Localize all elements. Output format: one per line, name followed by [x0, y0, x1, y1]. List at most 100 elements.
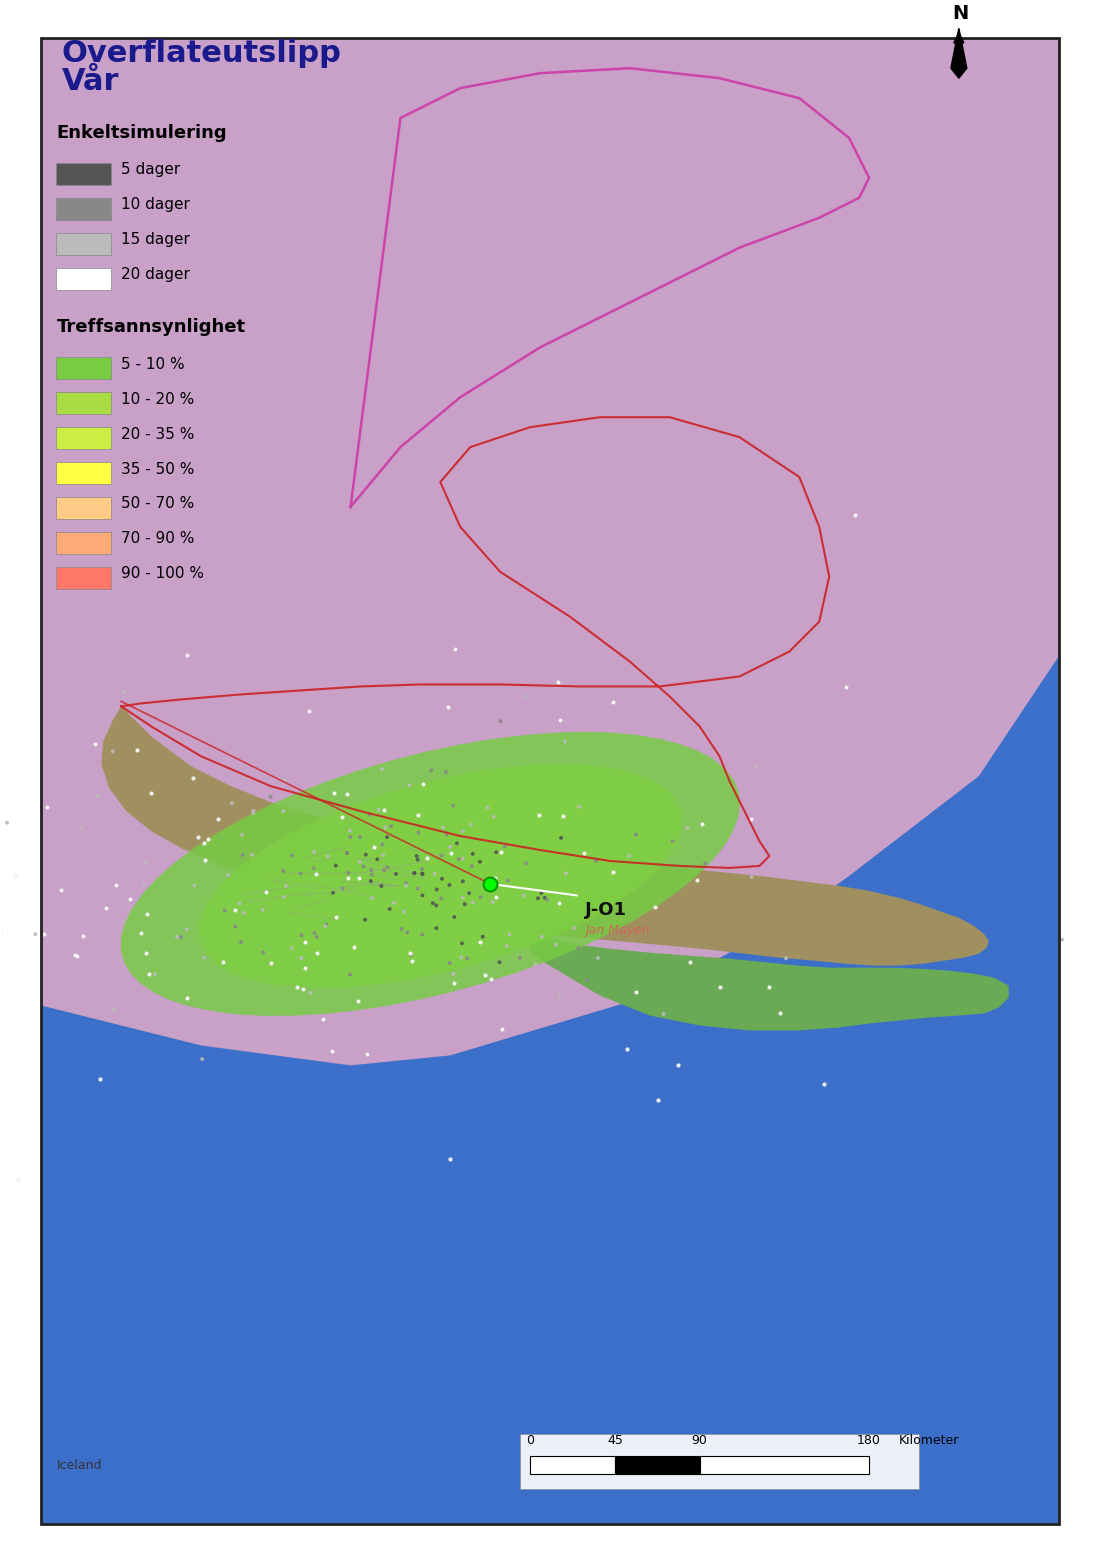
Point: [492, 839, 509, 864]
Point: [689, 867, 706, 892]
Point: [323, 1038, 341, 1063]
Point: [428, 876, 446, 901]
Polygon shape: [406, 848, 544, 917]
Point: [590, 945, 607, 970]
Point: [338, 782, 355, 807]
Point: [669, 1052, 686, 1077]
Point: [296, 956, 314, 981]
Point: [487, 884, 505, 909]
Point: [453, 931, 471, 956]
Point: [345, 936, 363, 960]
Point: [437, 760, 454, 785]
Point: [66, 942, 84, 967]
Point: [135, 872, 153, 897]
Point: [68, 943, 86, 968]
Text: 180: 180: [857, 1434, 881, 1447]
Point: [276, 768, 294, 793]
Point: [414, 862, 431, 887]
Point: [778, 946, 795, 971]
Text: Vår: Vår: [62, 67, 119, 96]
Point: [482, 967, 499, 991]
Point: [627, 822, 645, 847]
Polygon shape: [42, 39, 1058, 1524]
Point: [471, 850, 488, 875]
Point: [441, 872, 459, 897]
Point: [492, 709, 509, 733]
Point: [433, 866, 451, 890]
Point: [0, 810, 15, 834]
Point: [362, 869, 380, 894]
Point: [387, 861, 405, 886]
Point: [139, 901, 156, 926]
Point: [293, 923, 310, 948]
Point: [234, 900, 252, 925]
Point: [378, 855, 396, 880]
Text: 0: 0: [526, 1434, 535, 1447]
Point: [129, 738, 146, 763]
Point: [496, 834, 514, 859]
Point: [679, 816, 696, 841]
Point: [370, 797, 387, 822]
Point: [378, 825, 396, 850]
Polygon shape: [198, 765, 682, 988]
Point: [462, 813, 480, 838]
Point: [517, 684, 535, 709]
Point: [663, 828, 681, 853]
Point: [398, 920, 416, 945]
Point: [712, 974, 729, 999]
Point: [426, 861, 443, 886]
Point: [74, 923, 91, 948]
Point: [587, 848, 605, 873]
Point: [327, 853, 344, 878]
Point: [551, 982, 569, 1007]
Point: [441, 834, 459, 859]
Point: [604, 688, 622, 713]
Point: [374, 833, 392, 858]
Point: [195, 831, 212, 856]
Point: [460, 881, 477, 906]
Point: [579, 968, 596, 993]
Point: [295, 976, 312, 1001]
Point: [402, 940, 419, 965]
Point: [300, 699, 318, 724]
Point: [428, 915, 446, 940]
Point: [361, 802, 378, 827]
Point: [257, 880, 275, 904]
Polygon shape: [950, 28, 967, 78]
Point: [308, 925, 326, 949]
Point: [277, 873, 295, 898]
Point: [91, 1066, 109, 1091]
Point: [178, 643, 196, 668]
Point: [385, 890, 403, 915]
Point: [517, 850, 535, 875]
Point: [324, 780, 342, 805]
Point: [363, 886, 381, 911]
Bar: [56, 233, 111, 255]
Point: [107, 872, 124, 897]
Point: [374, 842, 392, 867]
Point: [498, 934, 516, 959]
Point: [231, 890, 249, 915]
Point: [475, 870, 493, 895]
Point: [339, 841, 356, 866]
Point: [196, 945, 213, 970]
Point: [319, 844, 337, 869]
Polygon shape: [42, 39, 1058, 1066]
Point: [395, 900, 412, 925]
Text: Overflateutslipp: Overflateutslipp: [62, 39, 341, 68]
Point: [296, 929, 314, 954]
Point: [570, 936, 587, 960]
Point: [227, 914, 244, 939]
Point: [575, 841, 593, 866]
Point: [216, 898, 233, 923]
Point: [232, 929, 250, 954]
Bar: [520, 1434, 918, 1489]
Point: [424, 890, 441, 915]
Point: [618, 1037, 636, 1061]
Point: [350, 988, 367, 1013]
Point: [373, 873, 390, 898]
Point: [557, 729, 574, 754]
Point: [441, 1147, 459, 1172]
Point: [438, 822, 455, 847]
Point: [471, 929, 488, 954]
